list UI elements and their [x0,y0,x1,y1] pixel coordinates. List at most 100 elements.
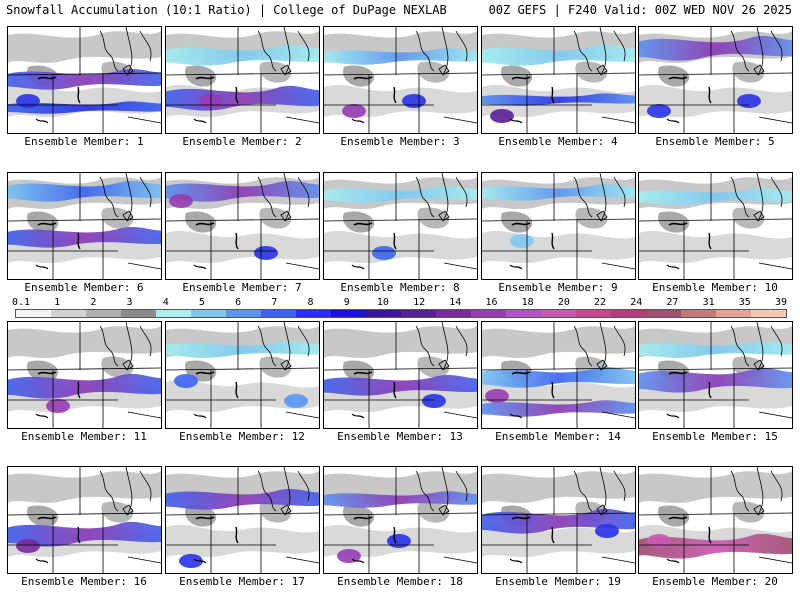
ensemble-member-label: Ensemble Member: 15 [652,430,778,443]
colorbar-tick: 10 [376,297,389,308]
ensemble-map-panel-11 [7,321,162,429]
ensemble-member-label: Ensemble Member: 12 [179,430,305,443]
colorbar-tick: 12 [413,297,426,308]
snowfall-map-7 [166,173,319,279]
colorbar-tick: 2 [90,297,97,308]
colorbar-segment [226,310,261,317]
colorbar-tick: 18 [521,297,534,308]
colorbar-tick: 27 [666,297,679,308]
colorbar-segment [51,310,86,317]
snowfall-map-16 [8,467,161,573]
snowfall-map-9 [482,173,635,279]
colorbar-tick: 0.1 [11,297,31,308]
colorbar-tick: 20 [557,297,570,308]
colorbar-tick: 39 [774,297,788,308]
colorbar-segment [401,310,436,317]
snowfall-map-20 [639,467,792,573]
colorbar-tick: 3 [126,297,133,308]
ensemble-member-label: Ensemble Member: 1 [24,135,144,148]
ensemble-member-label: Ensemble Member: 5 [655,135,775,148]
colorbar-segment [611,310,646,317]
colorbar-segment [156,310,191,317]
ensemble-map-panel-20 [638,466,793,574]
colorbar-segment [751,310,786,317]
ensemble-member-label: Ensemble Member: 19 [495,575,621,588]
ensemble-member-label: Ensemble Member: 14 [495,430,621,443]
ensemble-map-panel-2 [165,26,320,134]
ensemble-map-panel-1 [7,26,162,134]
snowfall-map-1 [8,27,161,133]
ensemble-map-panel-8 [323,172,478,280]
colorbar-segment [646,310,681,317]
ensemble-map-panel-16 [7,466,162,574]
ensemble-map-panel-4 [481,26,636,134]
colorbar-segment [366,310,401,317]
snowfall-map-17 [166,467,319,573]
colorbar-tick: 31 [702,297,715,308]
map-title: Snowfall Accumulation (10:1 Ratio) | Col… [6,3,447,17]
snowfall-map-19 [482,467,635,573]
colorbar-segment [576,310,611,317]
ensemble-member-label: Ensemble Member: 13 [337,430,463,443]
snowfall-map-3 [324,27,477,133]
run-valid-time: 00Z GEFS | F240 Valid: 00Z WED NOV 26 20… [488,3,792,17]
ensemble-member-label: Ensemble Member: 3 [340,135,460,148]
colorbar-segment [681,310,716,317]
ensemble-member-label: Ensemble Member: 11 [21,430,147,443]
ensemble-member-label: Ensemble Member: 4 [498,135,618,148]
snowfall-map-15 [639,322,792,428]
colorbar-segment [261,310,296,317]
snowfall-map-4 [482,27,635,133]
snowfall-map-6 [8,173,161,279]
colorbar-tick: 24 [630,297,643,308]
ensemble-member-label: Ensemble Member: 6 [24,281,144,294]
colorbar-tick: 14 [449,297,462,308]
snowfall-map-5 [639,27,792,133]
colorbar-segment [121,310,156,317]
colorbar-segment [541,310,576,317]
ensemble-member-label: Ensemble Member: 8 [340,281,460,294]
ensemble-map-panel-9 [481,172,636,280]
colorbar-segment [296,310,331,317]
colorbar-tick: 5 [198,297,205,308]
ensemble-map-panel-10 [638,172,793,280]
snowfall-map-11 [8,322,161,428]
ensemble-map-panel-17 [165,466,320,574]
ensemble-map-panel-18 [323,466,478,574]
ensemble-map-panel-3 [323,26,478,134]
ensemble-map-panel-15 [638,321,793,429]
snowfall-map-2 [166,27,319,133]
snowfall-map-8 [324,173,477,279]
colorbar-tick: 35 [738,297,751,308]
ensemble-member-label: Ensemble Member: 9 [498,281,618,294]
ensemble-member-label: Ensemble Member: 10 [652,281,778,294]
snowfall-colorbar [15,309,787,318]
snowfall-map-10 [639,173,792,279]
colorbar-segment [331,310,366,317]
colorbar-tick-labels: 0.1 1 2 3 4 5 6 7 8 9 10 12 14 16 18 20 22 24 27 31 35 39 [11,297,788,309]
snowfall-map-14 [482,322,635,428]
colorbar-segment [436,310,471,317]
colorbar-tick: 8 [307,297,314,308]
ensemble-member-label: Ensemble Member: 16 [21,575,147,588]
colorbar-tick: 1 [54,297,61,308]
snowfall-map-18 [324,467,477,573]
ensemble-map-panel-19 [481,466,636,574]
ensemble-member-label: Ensemble Member: 2 [182,135,302,148]
ensemble-map-panel-14 [481,321,636,429]
ensemble-member-label: Ensemble Member: 7 [182,281,302,294]
colorbar-segment [716,310,751,317]
colorbar-segment [191,310,226,317]
ensemble-map-panel-13 [323,321,478,429]
snowfall-map-12 [166,322,319,428]
ensemble-map-panel-7 [165,172,320,280]
colorbar-tick: 4 [162,297,169,308]
colorbar-segment [16,310,51,317]
ensemble-map-panel-12 [165,321,320,429]
ensemble-map-panel-5 [638,26,793,134]
colorbar-segment [86,310,121,317]
colorbar-tick: 16 [485,297,498,308]
colorbar-tick: 22 [594,297,607,308]
ensemble-member-label: Ensemble Member: 17 [179,575,305,588]
ensemble-member-label: Ensemble Member: 18 [337,575,463,588]
